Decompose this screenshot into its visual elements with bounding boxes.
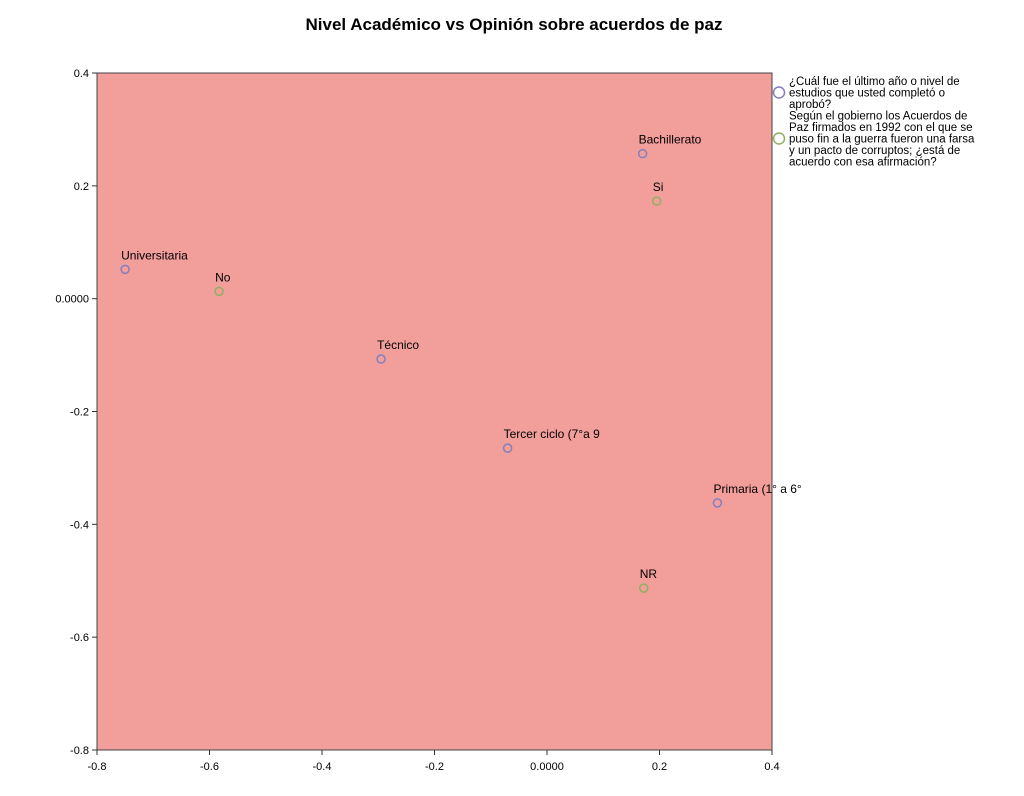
chart-title: Nivel Académico vs Opinión sobre acuerdo… [306,15,723,34]
data-point [376,354,386,364]
data-point [639,583,649,593]
chart-marks: Bachillerato Universitaria Técnico Tercer c… [120,133,802,593]
axes: 0.4 0.2 0.0000 -0.2 -0.4 -0.6 -0.8 -0.8 -0.6 -0.4… [55,68,779,773]
x-tick-label: -0.6 [200,761,219,773]
plot-area [96,72,773,751]
data-point-label: Primaria (1° a 6° [713,482,801,496]
legend-entry-text: Paz firmados en 1992 con el que se [789,122,972,134]
y-tick-label: 0.0000 [55,294,89,306]
legend-marker [772,132,786,145]
data-point-label: Bachillerato [639,133,702,147]
data-point [214,286,224,297]
legend-entry-text: puso fin a la guerra fueron una farsa [789,134,975,146]
data-point-label: Tercer ciclo (7°a 9 [504,427,600,441]
y-tick-label: -0.4 [70,519,89,531]
data-point [502,443,513,453]
data-point [651,196,662,206]
legend-entry-text: estudios que usted completó o [789,88,945,100]
data-point-label: Técnico [377,338,419,352]
x-tick-label: -0.2 [425,761,444,773]
legend-entry-text: Según el gobierno los Acuerdos de [789,111,967,123]
data-point-label: NR [640,567,658,581]
y-tick-label: 0.2 [74,181,89,193]
x-tick-label: 0.2 [652,761,667,773]
x-tick-label: -0.8 [88,761,107,773]
data-point-label: Si [653,180,664,194]
data-point [712,498,723,508]
data-point [120,264,130,275]
data-point [637,148,648,159]
data-point-label: No [215,270,231,284]
x-tick-label: 0.0000 [530,761,564,773]
y-tick-label: -0.2 [70,407,89,419]
legend-entry-text: acuerdo con esa afirmación? [789,157,937,169]
y-tick-label: 0.4 [74,68,89,80]
legend-entry-text: aprobó? [789,99,831,111]
y-tick-label: -0.8 [70,745,89,757]
legend-entry-text: y un pacto de corruptos; ¿está de [789,145,960,157]
y-tick-label: -0.6 [70,632,89,644]
x-tick-label: 0.4 [764,761,779,773]
legend: ¿Cuál fue el último año o nivel deestudi… [772,76,975,169]
data-point-label: Universitaria [121,248,188,262]
x-tick-label: -0.4 [313,761,332,773]
legend-marker [772,86,786,99]
legend-entry-text: ¿Cuál fue el último año o nivel de [789,76,960,88]
